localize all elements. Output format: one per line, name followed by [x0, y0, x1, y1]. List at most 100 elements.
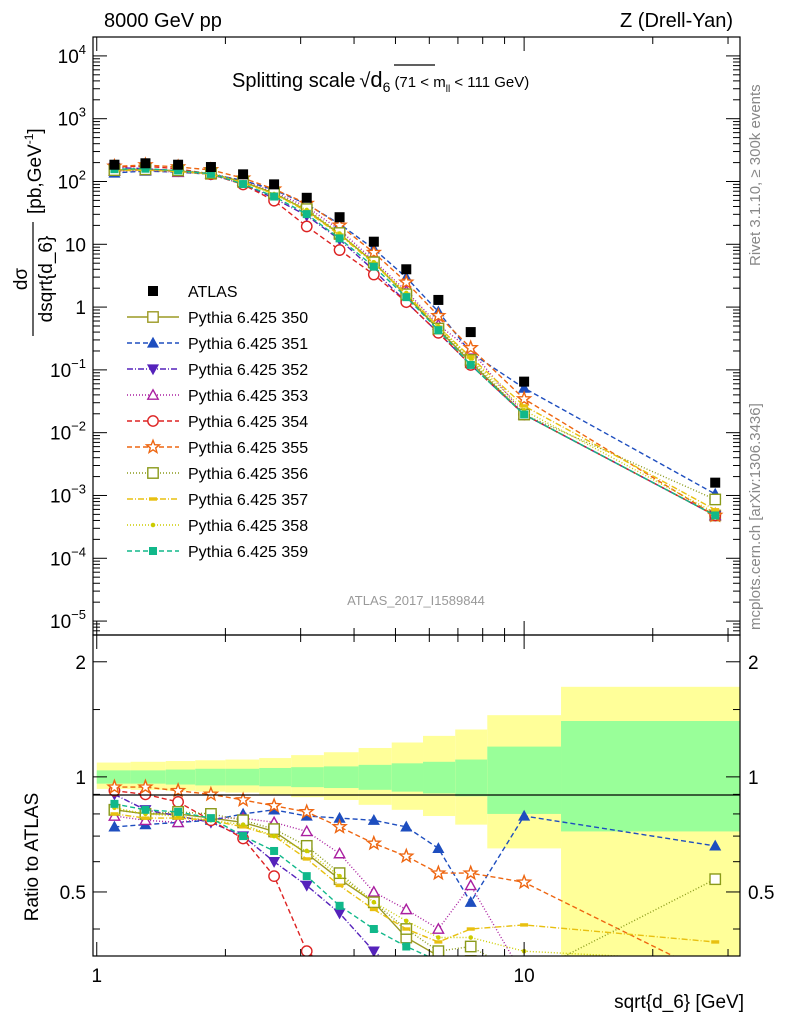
main-point-pythia-6-425-354	[300, 220, 313, 233]
main-y-tick-label: 1	[75, 298, 86, 319]
main-point-pythia-6-425-359	[270, 192, 279, 201]
ratio-point-pythia-6-425-351	[432, 842, 445, 854]
ratio-point-pythia-6-425-356	[268, 823, 280, 836]
ratio-point-pythia-6-425-359	[239, 832, 248, 841]
main-y-axis-title: dσ dsqrt{d_6} [pb,GeV-1]	[11, 128, 57, 336]
ratio-point-pythia-6-425-356	[464, 940, 477, 953]
main-y-tick-label: 10−2	[50, 419, 86, 445]
atlas-data-point	[269, 179, 280, 190]
ratio-point-pythia-6-425-351	[464, 896, 477, 907]
x-tick-label: 10	[514, 966, 535, 987]
main-point-pythia-6-425-359	[335, 234, 344, 243]
ratio-point-pythia-6-425-352	[433, 973, 443, 982]
legend-label-pythia-6-425-353: Pythia 6.425 353	[188, 388, 308, 405]
main-line-pythia-6-425-354	[114, 165, 716, 517]
inner-band-bin	[291, 767, 324, 788]
ratio-y-axis-title: Ratio to ATLAS	[22, 793, 43, 922]
ratio-point-pythia-6-425-357	[402, 927, 411, 931]
ratio-line-pythia-6-425-359	[114, 803, 430, 956]
atlas-data-point	[710, 477, 721, 488]
ratio-uncertainty-bands	[96, 686, 740, 956]
ratio-point-pythia-6-425-357	[302, 857, 311, 861]
main-y-tick-label: 10−4	[50, 544, 86, 570]
atlas-data-point	[238, 169, 249, 180]
ratio-point-pythia-6-425-359	[369, 925, 378, 934]
ratio-y-tick-label: 2	[75, 653, 86, 674]
main-point-pythia-6-425-359	[239, 180, 248, 189]
ratio-point-pythia-6-425-359	[335, 901, 344, 910]
ratio-point-pythia-6-425-353	[710, 972, 720, 981]
ratio-point-pythia-6-425-359	[467, 973, 474, 980]
ratio-point-pythia-6-425-351	[108, 820, 121, 832]
inner-band-bin	[259, 767, 292, 787]
ratio-point-pythia-6-425-354	[300, 945, 313, 956]
main-point-pythia-6-425-359	[302, 210, 311, 219]
legend-marker-atlas	[148, 286, 158, 296]
analysis-id: ATLAS_2017_I1589844	[347, 593, 485, 608]
ratio-point-pythia-6-425-359	[206, 814, 215, 823]
ratio-point-pythia-6-425-359	[402, 942, 411, 951]
inner-band-bin	[561, 721, 740, 832]
ratio-point-pythia-6-425-353	[171, 815, 185, 828]
ratio-point-pythia-6-425-355	[298, 803, 316, 819]
inner-band-bin	[423, 761, 456, 794]
inner-band-bin	[225, 768, 260, 786]
main-point-pythia-6-425-359	[711, 511, 720, 520]
inner-band-bin	[455, 759, 488, 797]
legend-label-pythia-6-425-351: Pythia 6.425 351	[188, 336, 308, 353]
main-point-pythia-6-425-359	[520, 410, 529, 419]
ratio-point-pythia-6-425-355	[462, 864, 480, 881]
ratio-y-tick-label-right: 0.5	[748, 883, 774, 904]
ratio-point-pythia-6-425-353	[399, 902, 413, 915]
atlas-data-point	[519, 376, 530, 387]
ratio-point-pythia-6-425-352	[367, 946, 380, 956]
legend-marker-pythia-6-425-355	[144, 438, 162, 455]
ratio-point-pythia-6-425-357	[520, 923, 529, 927]
ratio-point-pythia-6-425-354	[334, 972, 344, 982]
header-left: 8000 GeV pp	[104, 10, 222, 32]
ratio-point-pythia-6-425-359	[110, 799, 119, 808]
legend-marker-pythia-6-425-352	[146, 364, 160, 376]
ratio-line-pythia-6-425-357	[114, 813, 716, 943]
ratio-point-pythia-6-425-352	[300, 880, 313, 892]
ratio-point-pythia-6-425-352	[268, 857, 281, 868]
ratio-point-pythia-6-425-358	[240, 822, 246, 827]
main-y-tick-label: 10−3	[50, 481, 86, 507]
ratio-point-pythia-6-425-359	[174, 807, 183, 816]
ratio-point-pythia-6-425-358	[271, 833, 277, 839]
ratio-series-group	[106, 778, 722, 982]
legend-marker-pythia-6-425-353	[146, 388, 160, 400]
ratio-point-pythia-6-425-351	[709, 839, 722, 851]
ratio-point-pythia-6-425-354	[401, 972, 411, 982]
main-point-pythia-6-425-355	[398, 273, 415, 290]
ratio-point-pythia-6-425-355	[430, 864, 447, 881]
ratio-point-pythia-6-425-357	[141, 816, 150, 820]
legend: ATLAS Pythia 6.425 350 Pythia 6.425 351 Pyt…	[127, 284, 308, 561]
inner-band-bin	[391, 763, 424, 792]
main-point-pythia-6-425-355	[515, 390, 533, 407]
legend-label-pythia-6-425-357: Pythia 6.425 357	[188, 492, 308, 509]
ratio-line-pythia-6-425-355	[114, 786, 675, 956]
ratio-point-pythia-6-425-358	[337, 873, 342, 879]
ratio-point-pythia-6-425-355	[202, 785, 220, 802]
ratio-point-pythia-6-425-355	[137, 778, 154, 795]
atlas-data-point	[433, 294, 444, 305]
header-right: Z (Drell-Yan)	[620, 10, 733, 32]
ratio-point-pythia-6-425-358	[304, 848, 310, 854]
ratio-point-pythia-6-425-353	[431, 922, 445, 934]
ylabel-numerator: dσ	[11, 268, 32, 291]
atlas-data-point	[368, 236, 379, 247]
ratio-point-pythia-6-425-355	[331, 818, 348, 834]
ratio-y-tick-label-right: 2	[748, 653, 759, 674]
legend-marker-pythia-6-425-350	[147, 311, 159, 323]
x-tick-label: 1	[91, 966, 102, 987]
ratio-point-pythia-6-425-355	[709, 970, 722, 982]
ratio-point-pythia-6-425-352	[710, 973, 720, 982]
ratio-point-pythia-6-425-353	[464, 878, 478, 891]
ratio-point-pythia-6-425-358	[436, 935, 441, 940]
legend-label-pythia-6-425-350: Pythia 6.425 350	[188, 310, 308, 327]
ratio-point-pythia-6-425-358	[371, 899, 377, 905]
main-line-pythia-6-425-355	[114, 164, 716, 517]
legend-label-pythia-6-425-354: Pythia 6.425 354	[188, 414, 308, 431]
ratio-point-pythia-6-425-357	[110, 812, 119, 816]
